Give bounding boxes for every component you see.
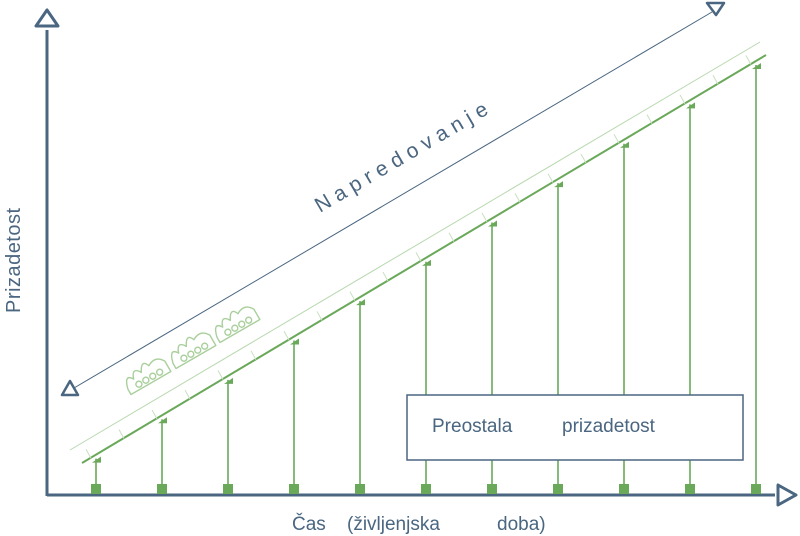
neuron-figure-1 [125, 358, 172, 396]
x-axis-label-part1: Čas [292, 513, 326, 535]
disability-bar-base [619, 484, 629, 494]
disability-bar-tip [554, 181, 563, 188]
x-axis-label-part3: doba) [497, 514, 546, 535]
x-axis-arrow-icon [776, 483, 798, 507]
disability-bar-tip [752, 62, 761, 69]
disability-bar-base [223, 484, 233, 494]
slope-tick [580, 153, 587, 164]
y-axis-arrow-icon [34, 8, 60, 28]
slope-tick [415, 252, 422, 262]
disability-bar-tip [620, 141, 629, 148]
neuron-figures [125, 306, 261, 396]
slope-tick [547, 173, 554, 183]
disability-bar [355, 299, 365, 494]
slope-tick [745, 55, 752, 65]
slope-tick [349, 291, 356, 301]
slope-tick [712, 74, 719, 85]
disability-bar-base [553, 484, 563, 494]
slope-ticks [85, 55, 752, 459]
y-axis-label: Prizadetost [3, 207, 25, 313]
slope-tick [283, 330, 290, 341]
disability-bar-base [685, 484, 695, 494]
disability-bars [91, 62, 761, 494]
disability-bar-base [91, 484, 101, 494]
disability-bar-base [355, 484, 365, 494]
slope-tick [184, 389, 191, 400]
disability-bar-tip [356, 299, 365, 306]
legend: Preostala prizadetost [406, 394, 744, 461]
disability-bar-base [289, 484, 299, 494]
legend-text-part2: prizadetost [562, 416, 656, 437]
slope-tick [646, 114, 653, 124]
disability-bar [289, 338, 299, 494]
disability-bar-tip [686, 102, 695, 109]
disability-bar-tip [422, 259, 431, 266]
slope-tick [151, 409, 158, 420]
disability-bar-base [751, 484, 761, 494]
disability-bar-tip [488, 220, 497, 227]
disability-bar-tip [224, 377, 233, 384]
progression-label: Napredovanje [311, 95, 497, 218]
disability-bar-tip [92, 456, 101, 463]
slope-tick [217, 370, 224, 380]
slope-tick [514, 193, 521, 203]
disability-bar-base [487, 484, 497, 494]
x-axis-label-part2: (življenjska [347, 514, 440, 535]
neuron-figure-2 [170, 332, 217, 370]
slope-tick [679, 94, 686, 105]
disability-slope-outline [69, 41, 761, 451]
slope-tick [613, 134, 620, 144]
disability-bar-tip [290, 338, 299, 345]
legend-text-part1: Preostala [432, 416, 513, 437]
progression-end-arrow-icon [705, 1, 726, 17]
slope-tick [85, 448, 92, 459]
slope-tick [382, 271, 389, 282]
legend-box [406, 394, 744, 461]
slope-tick [118, 429, 125, 439]
disability-bar-base [157, 484, 167, 494]
slope-tick [316, 311, 323, 321]
progression-start-arrow-icon [60, 379, 80, 397]
disability-bar-tip [158, 417, 167, 424]
neuron-figure-3 [214, 306, 261, 344]
disability-bar-base [421, 484, 431, 494]
disability-bar [223, 377, 233, 494]
disability-bar [751, 62, 761, 494]
disability-bar [91, 456, 101, 494]
progression-line [73, 11, 713, 389]
slope-tick [250, 350, 257, 361]
slope-tick [448, 232, 455, 242]
slope-tick [481, 212, 488, 223]
disability-bar [157, 417, 167, 494]
